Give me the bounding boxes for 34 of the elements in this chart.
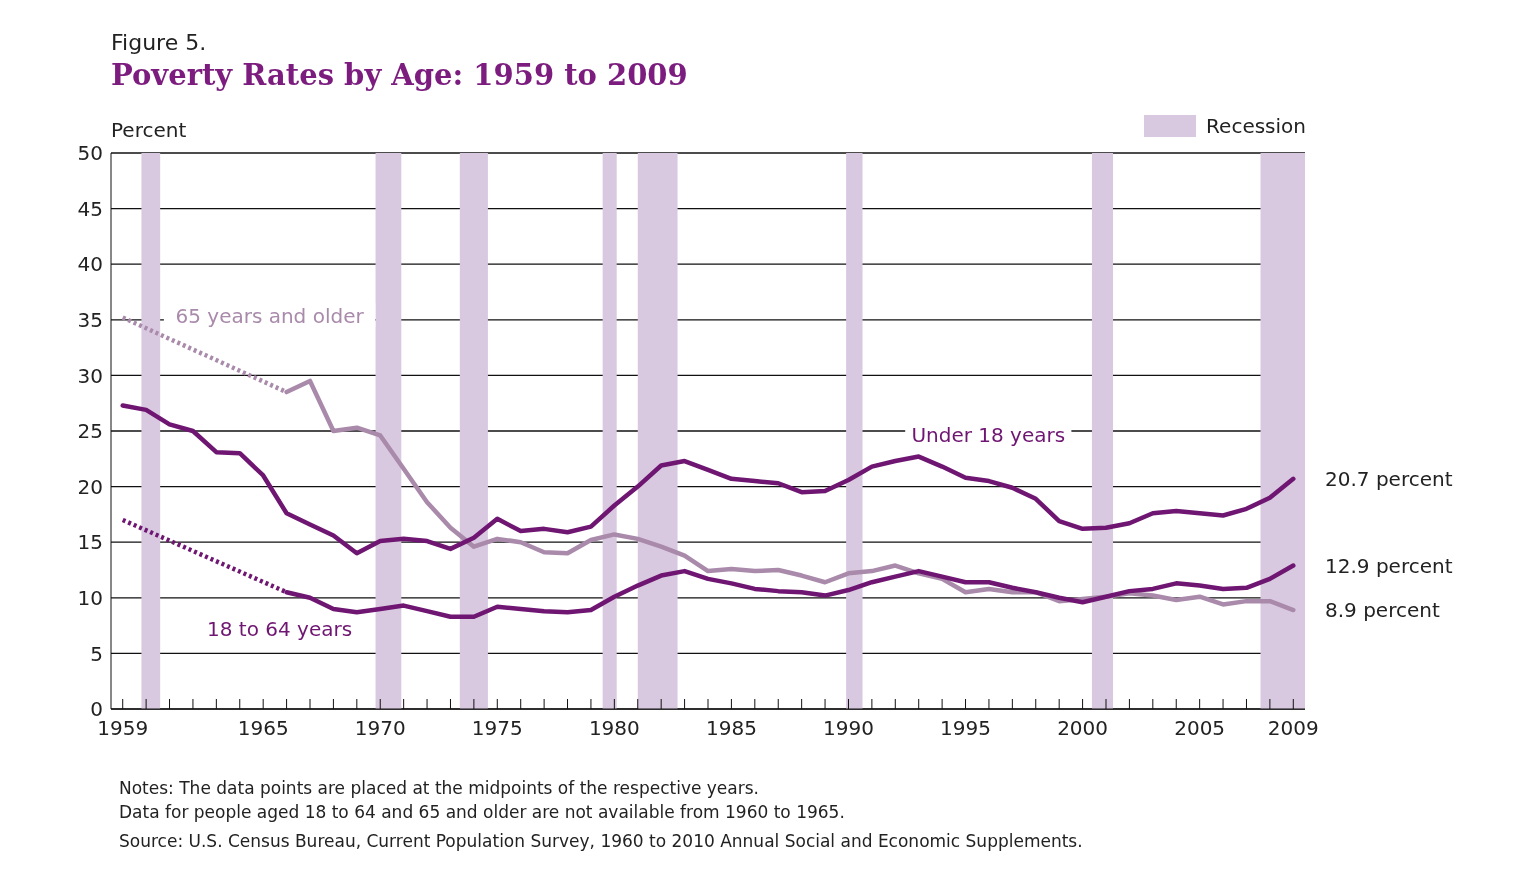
y-axis-title: Percent	[111, 118, 187, 142]
y-tick-label: 10	[77, 585, 103, 610]
x-tick-label: 2000	[1057, 716, 1109, 741]
x-tick-label: 1990	[823, 716, 874, 741]
y-tick-label: 40	[77, 252, 103, 277]
text: 8.9 percent	[1325, 598, 1440, 623]
y-tick-label: 25	[77, 419, 103, 444]
chart-subtitle: Figure 5.	[111, 30, 207, 55]
x-tick-label: 1970	[354, 716, 406, 741]
x-tick-label: 1995	[940, 716, 991, 741]
y-tick-label: 50	[77, 141, 103, 166]
text: 65 years and older	[175, 304, 365, 329]
text: Data for people aged 18 to 64 and 65 and older are not available from 1960 to 1965.	[119, 801, 846, 824]
x-tick-label: 2005	[1174, 716, 1226, 741]
legend-label: Recession	[1206, 114, 1306, 138]
series-label: Under 18 years	[911, 422, 1066, 447]
y-tick-label: 15	[77, 530, 103, 555]
source-note: Source: U.S. Census Bureau, Current Population Survey, 1960 to 2010 Annual Social and Economic Supplements.	[119, 830, 1083, 853]
series-label: 18 to 64 years	[207, 617, 353, 642]
y-tick-label: 45	[77, 196, 103, 221]
x-tick-label: 2009	[1267, 716, 1319, 741]
y-tick-label: 20	[77, 474, 103, 499]
chart-title: Poverty Rates by Age: 1959 to 2009	[111, 58, 688, 92]
y-tick-label: 30	[77, 363, 103, 388]
text: Notes: The data points are placed at the midpoints of the respective years.	[119, 777, 760, 800]
text: 12.9 percent	[1325, 553, 1453, 578]
y-tick-label: 5	[90, 641, 103, 666]
y-tick-label: 35	[77, 307, 103, 332]
line-series	[120, 403, 1296, 556]
x-tick-label: 1965	[237, 716, 289, 741]
x-tick-label: 1985	[705, 716, 757, 741]
x-tick-label: 1975	[471, 716, 523, 741]
text: 20.7 percent	[1325, 466, 1453, 491]
x-tick-label: 1980	[588, 716, 640, 741]
